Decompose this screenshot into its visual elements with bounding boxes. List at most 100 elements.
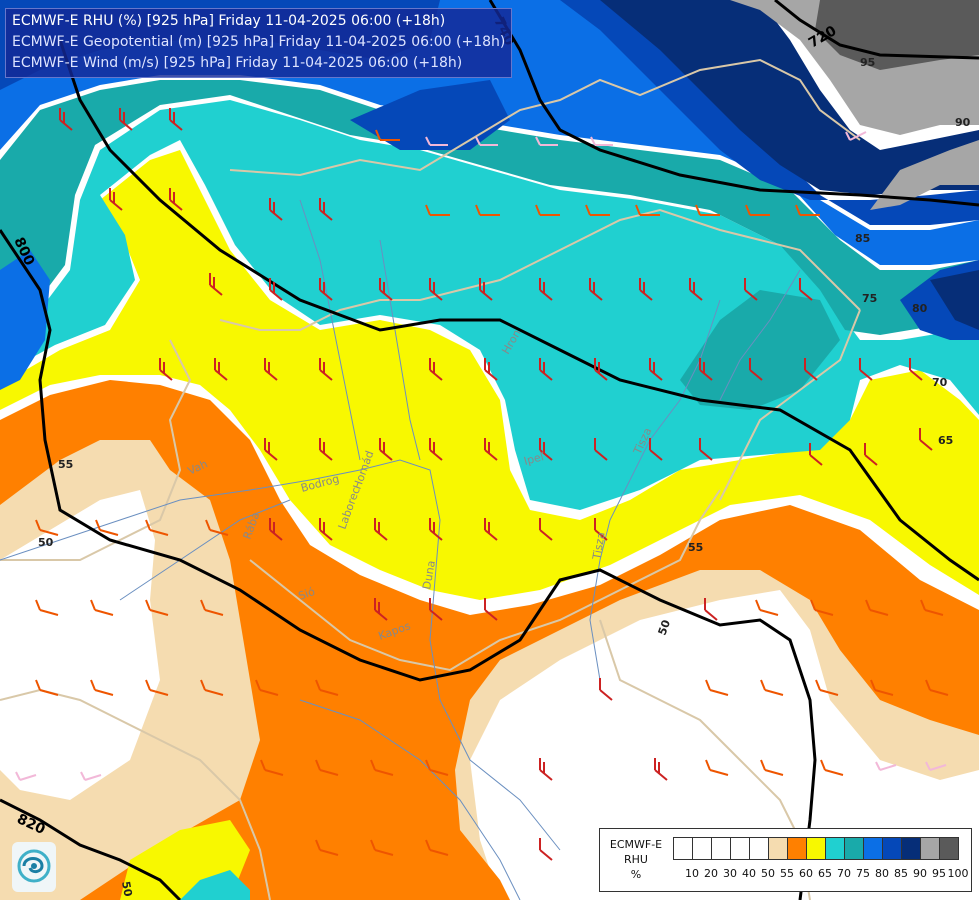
wind-barb [375, 129, 400, 141]
legend-tick-label: 55 [780, 867, 794, 880]
legend-swatch [673, 837, 693, 860]
wind-barb [705, 679, 729, 696]
wind-barb [429, 518, 443, 541]
legend-tick-label: 70 [837, 867, 851, 880]
wind-barb [145, 679, 169, 696]
wind-barb [35, 679, 59, 696]
legend-tick-label: 40 [742, 867, 756, 880]
legend-tick-label: 60 [799, 867, 813, 880]
wind-barb [649, 358, 663, 381]
legend-swatch [844, 837, 864, 860]
legend-swatch [825, 837, 845, 860]
wind-barb [379, 278, 393, 301]
wind-barb [200, 679, 224, 696]
wind-barb [269, 198, 283, 221]
wind-barb [810, 599, 834, 616]
wind-barb [909, 358, 923, 381]
wind-barb [539, 838, 553, 861]
rhu-label: 50 [38, 536, 54, 549]
wind-barb [315, 839, 339, 856]
river-raba [119, 499, 291, 601]
river-tisza [589, 299, 721, 681]
wind-barb [705, 759, 729, 776]
river-hron [379, 239, 421, 461]
wind-barb [145, 519, 169, 536]
wind-barb [15, 771, 37, 781]
legend-tick-label: 65 [818, 867, 832, 880]
river-south [299, 699, 521, 900]
wind-barb [269, 518, 283, 541]
wind-barb [169, 188, 183, 211]
map-title-box: ECMWF-E RHU (%) [925 hPa] Friday 11-04-2… [5, 8, 513, 78]
river-bodrog [719, 269, 801, 401]
wind-barb [589, 278, 603, 301]
ecmwf-swirl-icon [17, 849, 51, 883]
rhu-band-95-100 [815, 0, 979, 70]
wind-barb-group-orange [35, 129, 949, 856]
wind-barb [484, 518, 498, 541]
rhu-band-85-90 [600, 0, 979, 195]
wind-barb [379, 438, 393, 461]
legend-tick-label: 20 [704, 867, 718, 880]
wind-barb-group-pink [15, 131, 947, 781]
legend-variable: RHU [624, 853, 648, 866]
wind-barb [315, 759, 339, 776]
wind-barb [214, 358, 228, 381]
wind-barb [484, 358, 498, 381]
wind-barb [539, 358, 553, 381]
legend-swatch [787, 837, 807, 860]
wind-barb [429, 598, 443, 621]
wind-barb [255, 679, 279, 696]
legend-tick-label: 85 [894, 867, 908, 880]
wind-barb [594, 438, 608, 461]
place-label: Tisza [590, 531, 608, 562]
legend-swatch [806, 837, 826, 860]
wind-barb [865, 599, 889, 616]
wind-barb [689, 278, 703, 301]
wind-barbs [15, 108, 949, 861]
wind-barb [429, 278, 443, 301]
wind-barb [755, 599, 779, 616]
wind-barb [594, 358, 608, 381]
wind-barb [594, 518, 608, 541]
wind-barb [374, 518, 388, 541]
wind-barb [475, 136, 498, 146]
wind-barb [200, 599, 224, 616]
wind-barb [319, 518, 333, 541]
wind-barb [119, 108, 133, 131]
wind-barb [875, 761, 897, 771]
rhu-band-55-60 [0, 380, 979, 900]
rhu-label: 80 [912, 302, 928, 315]
wind-barb [859, 358, 873, 381]
title-wind: ECMWF-E Wind (m/s) [925 hPa] Friday 11-0… [12, 55, 463, 71]
legend-model: ECMWF-E [609, 838, 663, 851]
wind-barb [539, 518, 553, 541]
wind-barb [35, 519, 59, 536]
wind-barb [169, 108, 183, 131]
border-hungary-west [0, 339, 192, 561]
ecmwf-logo [12, 842, 56, 892]
wind-barb [699, 438, 713, 461]
legend-swatch [901, 837, 921, 860]
wind-barb [260, 759, 284, 776]
wind-barb [535, 136, 558, 146]
wind-barb [744, 278, 758, 301]
title-geopotential: ECMWF-E Geopotential (m) [925 hPa] Frida… [12, 34, 506, 50]
wind-barb [145, 599, 169, 616]
wind-barb [264, 438, 278, 461]
rhu-band-80-85-center [350, 80, 510, 150]
legend-swatches [673, 837, 959, 860]
wind-barb [804, 358, 818, 381]
wind-barb [319, 278, 333, 301]
place-label: Ipeľ [522, 450, 547, 468]
rhu-label: 50 [656, 618, 674, 637]
wind-barb [699, 358, 713, 381]
rhu-label: 55 [688, 541, 703, 554]
place-label: Duna [420, 560, 438, 591]
wind-barb [264, 358, 278, 381]
legend-swatch [730, 837, 750, 860]
wind-barb [319, 438, 333, 461]
legend-label: ECMWF-E RHU % [604, 837, 668, 882]
wind-barb [599, 678, 613, 701]
